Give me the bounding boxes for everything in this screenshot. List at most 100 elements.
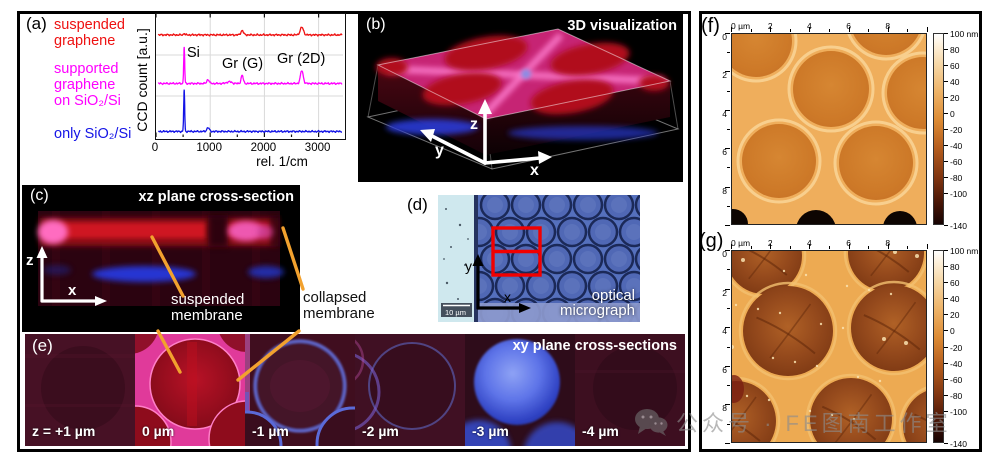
callout-suspended-membrane: suspended membrane bbox=[171, 291, 245, 325]
raman-xlabel: rel. 1/cm bbox=[256, 154, 308, 169]
3d-slab-svg: z y x bbox=[366, 28, 680, 179]
panel_f-tickmark bbox=[727, 205, 730, 207]
panel_f-tickmark bbox=[725, 109, 730, 111]
panel-e-title: xy plane cross-sections bbox=[512, 338, 677, 354]
panel_f-cbar-label: -80 bbox=[950, 173, 963, 183]
panel_f-cbar-label: -140 bbox=[950, 221, 968, 231]
panel_g-tickmark bbox=[727, 385, 730, 387]
panel_g-cbar-tick bbox=[944, 394, 948, 396]
panel_f-cbar-tick bbox=[944, 65, 948, 66]
xy-slice-0um: 0 µm bbox=[135, 334, 245, 446]
panel_g-xtick-6: 6 bbox=[846, 238, 851, 248]
panel-c-xz-cross-section: z x (c) xz plane cross-section bbox=[22, 185, 300, 332]
panel_f-xtick-6: 6 bbox=[846, 21, 851, 31]
slice-label: -1 µm bbox=[252, 423, 289, 439]
axis-y-label-d: y bbox=[465, 258, 472, 274]
panel_g-tickmark bbox=[770, 244, 772, 249]
axis-x-label-c: x bbox=[68, 282, 77, 299]
scale-bar-text: 10 µm bbox=[445, 308, 466, 317]
panel_g-cbar-tick bbox=[944, 282, 948, 284]
panel_g-cbar-label: -40 bbox=[950, 358, 963, 369]
panel_g-tickmark bbox=[725, 250, 730, 251]
panel_g-cbar-label: 80 bbox=[950, 262, 960, 273]
panel_f-tickmark bbox=[927, 27, 928, 32]
xy-slice-minus2um: -2 µm bbox=[355, 334, 465, 446]
panel_f-cbar-tick bbox=[944, 161, 948, 162]
peak-label-gr-2d: Gr (2D) bbox=[277, 51, 326, 67]
panel_g-tickmark bbox=[725, 327, 730, 329]
panel_f-xtick-4: 4 bbox=[807, 21, 812, 31]
panel_g-tickmark bbox=[809, 244, 811, 249]
raman-xtick-2000: 2000 bbox=[250, 142, 277, 154]
panel_g-tickmark bbox=[725, 404, 730, 406]
panel-b-title: 3D visualization bbox=[567, 18, 677, 34]
panel_g-cbar-label: -20 bbox=[950, 342, 963, 353]
legend-only-sio2: only SiO₂/Si bbox=[54, 126, 132, 142]
panel_f-xtick-8: 8 bbox=[885, 21, 891, 31]
panel_g-tickmark bbox=[727, 307, 730, 309]
panel_g-ytick-8: 8 bbox=[722, 403, 727, 414]
panel_f-tickmark bbox=[731, 27, 732, 32]
micrograph-svg: y x 10 µm bbox=[438, 195, 640, 322]
panel_f-tickmark bbox=[725, 186, 730, 188]
colorbar-f bbox=[933, 33, 944, 225]
xy-slice-plus1um: z = +1 µm (e) bbox=[25, 334, 135, 446]
panel_f-tickmark bbox=[725, 71, 730, 73]
xy-slice-minus1um: -1 µm bbox=[245, 334, 355, 446]
slice-label: z = +1 µm bbox=[32, 423, 96, 439]
panel_f-tickmark bbox=[725, 148, 730, 150]
panel_g-cbar-tick bbox=[944, 346, 948, 348]
panel_f-ytick-2: 2 bbox=[722, 70, 727, 81]
colorbar-g bbox=[933, 250, 944, 443]
panel_g-cbar-label: 40 bbox=[950, 294, 960, 305]
panel_f-cbar-label: -20 bbox=[950, 125, 963, 135]
panel-b-label: (b) bbox=[366, 16, 386, 33]
panel_f-cbar-label: 40 bbox=[950, 77, 960, 87]
afm-image-f bbox=[731, 33, 927, 225]
panel_g-tickmark bbox=[868, 246, 870, 249]
panel_g-tickmark bbox=[750, 246, 752, 249]
panel_f-ytick-4: 4 bbox=[722, 108, 727, 119]
panel_f-cbar-tick bbox=[944, 113, 948, 114]
panel_g-tickmark bbox=[789, 246, 791, 249]
panel_g-ytick-2: 2 bbox=[722, 287, 727, 298]
axis-z-label-c: z bbox=[26, 252, 34, 269]
panel_f-tickmark bbox=[887, 27, 889, 32]
afm-image-g bbox=[731, 250, 927, 443]
panel_g-xtick-2: 2 bbox=[767, 238, 773, 248]
panel_f-cbar-label: 100 nm bbox=[950, 29, 979, 39]
panel_f-cbar-label: -60 bbox=[950, 157, 963, 167]
panel-e-xy-slices: z = +1 µm (e) 0 µm bbox=[25, 334, 685, 446]
panel_f-cbar-label: -100 bbox=[950, 189, 968, 199]
panel-b-3d-visualization: z y x (b) 3D visualization bbox=[358, 13, 683, 182]
panel-g-label: (g) bbox=[699, 230, 724, 252]
axis-x-label-d: x bbox=[504, 289, 511, 305]
panel_f-tickmark bbox=[789, 29, 791, 32]
panel_f-tickmark bbox=[770, 27, 772, 32]
panel_g-xtick-8: 8 bbox=[885, 238, 891, 248]
panel_f-tickmark bbox=[727, 129, 730, 130]
panel_f-cbar-tick bbox=[944, 33, 948, 34]
panel_f-xtick-0: 0 µm bbox=[731, 21, 751, 31]
raman-plot bbox=[155, 13, 346, 140]
panel_g-cbar-tick bbox=[944, 362, 948, 364]
xy-slice-minus3um: -3 µm bbox=[465, 334, 575, 446]
panel_f-tickmark bbox=[725, 33, 730, 34]
panel_g-tickmark bbox=[907, 246, 909, 249]
peak-label-gr-g: Gr (G) bbox=[222, 56, 264, 72]
xz-axes bbox=[40, 253, 100, 303]
raman-spectra-svg bbox=[156, 14, 343, 137]
raman-xtick-3000: 3000 bbox=[304, 142, 331, 154]
panel_f-cbar-tick bbox=[944, 225, 948, 226]
panel_g-tickmark bbox=[727, 423, 730, 425]
micrograph-axes bbox=[476, 261, 524, 310]
panel_g-cbar-label: -140 bbox=[950, 439, 968, 449]
panel_f-ytick-6: 6 bbox=[722, 147, 727, 158]
panel_f-cbar-tick bbox=[944, 97, 948, 98]
panel_g-tickmark bbox=[887, 244, 889, 249]
3d-axes bbox=[428, 109, 542, 165]
panel_g-tickmark bbox=[848, 244, 850, 249]
panel_f-ytick-0: 0 bbox=[722, 32, 727, 42]
raman-xtick-1000: 1000 bbox=[196, 142, 222, 154]
